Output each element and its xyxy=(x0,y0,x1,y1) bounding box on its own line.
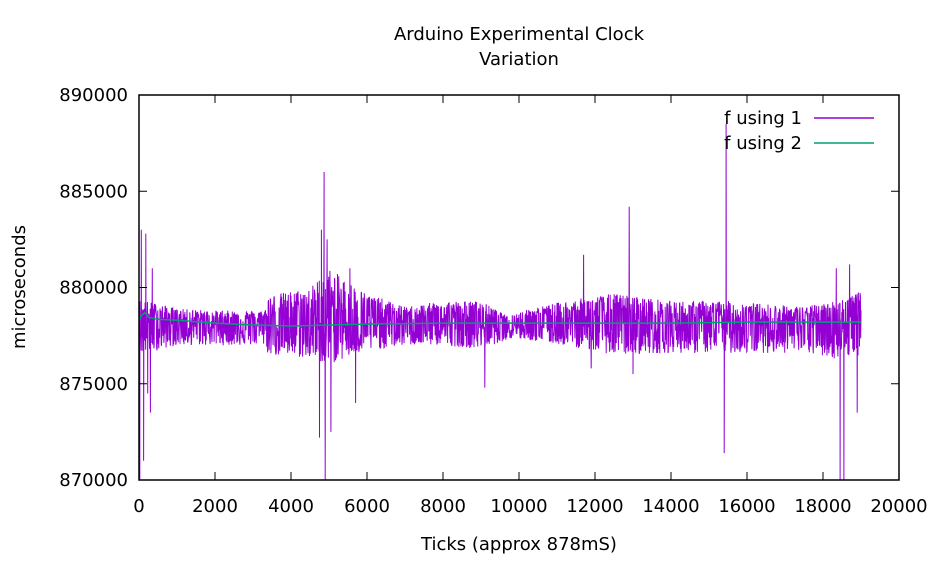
y-tick-label: 880000 xyxy=(59,278,128,299)
legend: f using 1 f using 2 xyxy=(724,108,874,154)
series-line-f-using-2 xyxy=(139,311,861,327)
y-axis: 870000 875000 880000 885000 890000 xyxy=(59,85,899,491)
legend-label: f using 2 xyxy=(724,133,802,154)
y-tick-label: 885000 xyxy=(59,181,128,202)
x-tick-label: 16000 xyxy=(718,496,775,517)
y-tick-label: 870000 xyxy=(59,470,128,491)
x-tick-label: 2000 xyxy=(192,496,238,517)
chart-title-line-1: Arduino Experimental Clock xyxy=(394,24,645,45)
x-tick-label: 0 xyxy=(133,496,144,517)
y-tick-label: 890000 xyxy=(59,85,128,106)
x-axis-label: Ticks (approx 878mS) xyxy=(420,534,617,555)
chart-title-line-2: Variation xyxy=(479,49,559,70)
series-line-f-using-1 xyxy=(139,123,862,480)
y-tick-label: 875000 xyxy=(59,374,128,395)
x-tick-label: 14000 xyxy=(642,496,699,517)
x-tick-label: 6000 xyxy=(344,496,390,517)
x-tick-label: 12000 xyxy=(566,496,623,517)
legend-label: f using 1 xyxy=(724,108,802,129)
x-tick-label: 8000 xyxy=(420,496,466,517)
x-tick-label: 10000 xyxy=(490,496,547,517)
x-tick-label: 4000 xyxy=(268,496,314,517)
y-axis-label: microseconds xyxy=(9,225,30,349)
series-layer xyxy=(139,123,862,480)
x-axis: 0 2000 4000 6000 8000 10000 12000 14000 16000 180… xyxy=(133,95,928,517)
x-tick-label: 18000 xyxy=(794,496,851,517)
x-tick-label: 20000 xyxy=(870,496,927,517)
